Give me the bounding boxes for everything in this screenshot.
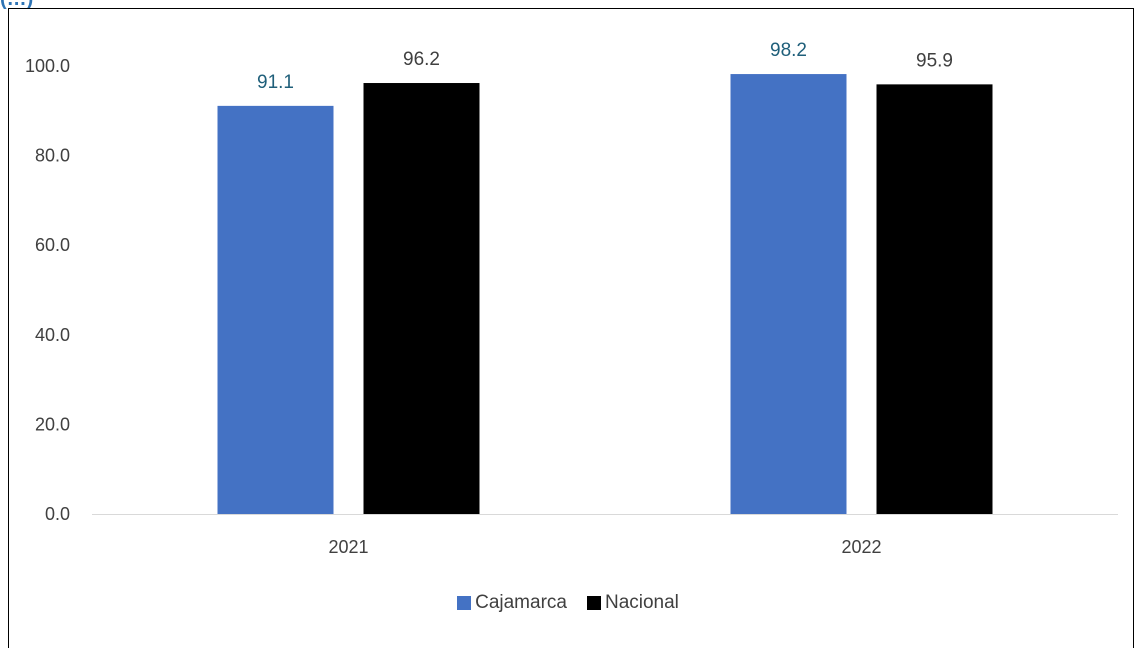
chart-title-fragment: (…) [0, 0, 33, 11]
y-tick-label-1: 20.0 [35, 414, 70, 434]
data-label-cajamarca-2021: 91.1 [257, 72, 294, 93]
legend-swatch-cajamarca [457, 596, 472, 610]
data-labels: 91.1 96.2 98.2 95.9 [257, 40, 953, 93]
bar-nacional-2021 [363, 83, 480, 515]
y-tick-label-0: 0.0 [45, 504, 70, 524]
chart-legend: Cajamarca Nacional [0, 592, 1136, 614]
bar-chart: 0.0 20.0 40.0 60.0 80.0 100.0 91.1 96.2 98.2 95.… [25, 40, 1118, 557]
legend-item-nacional: Nacional [586, 592, 679, 614]
y-tick-label-2: 40.0 [35, 325, 70, 345]
bar-cajamarca-2021 [217, 105, 334, 514]
y-tick-label-4: 80.0 [35, 146, 70, 166]
chart-frame [8, 8, 1134, 648]
y-axis-ticks: 0.0 20.0 40.0 60.0 80.0 100.0 [25, 56, 70, 524]
legend-label-cajamarca: Cajamarca [475, 592, 567, 613]
bar-group [217, 74, 993, 515]
bar-cajamarca-2022 [730, 74, 847, 515]
legend-label-nacional: Nacional [604, 592, 679, 613]
y-tick-label-5: 100.0 [25, 56, 70, 76]
bar-nacional-2022 [876, 84, 993, 515]
x-tick-label-2022: 2022 [841, 537, 881, 557]
data-label-cajamarca-2022: 98.2 [770, 40, 807, 61]
legend-item-cajamarca: Cajamarca [457, 592, 567, 614]
x-axis-ticks: 2021 2022 [328, 537, 881, 557]
data-label-nacional-2022: 95.9 [916, 50, 953, 71]
data-label-nacional-2021: 96.2 [403, 49, 440, 70]
y-tick-label-3: 60.0 [35, 235, 70, 255]
x-tick-label-2021: 2021 [328, 537, 368, 557]
legend-swatch-nacional [586, 596, 601, 610]
